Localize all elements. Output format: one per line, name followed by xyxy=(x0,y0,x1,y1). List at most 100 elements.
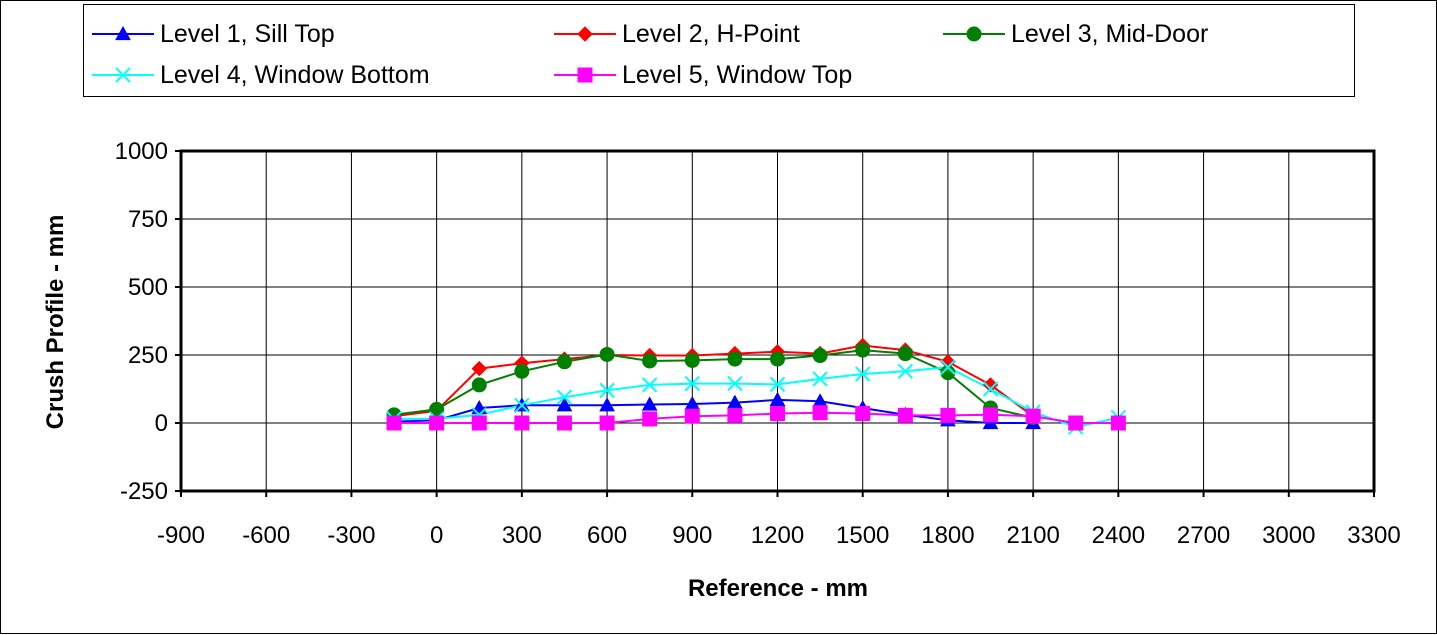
data-point-4 xyxy=(812,371,828,387)
data-point-3 xyxy=(770,351,785,367)
data-point-5 xyxy=(1025,408,1041,424)
grid-lines xyxy=(181,151,1374,491)
series-lines xyxy=(393,344,1119,429)
series-line-3 xyxy=(393,349,1034,419)
series-markers xyxy=(386,337,1127,435)
legend-label: Level 3, Mid-Door xyxy=(1011,19,1209,48)
data-point-4 xyxy=(556,389,573,405)
legend: Level 1, Sill Top Level 2, H-Point Level 3… xyxy=(83,4,1355,97)
legend-item-1: Level 1, Sill Top xyxy=(90,16,335,52)
data-point-5 xyxy=(940,407,956,423)
data-point-4 xyxy=(727,375,743,392)
x-tick-label: 1500 xyxy=(836,522,889,549)
data-point-3 xyxy=(812,348,828,364)
x-tick-label: 3000 xyxy=(1262,522,1315,549)
data-point-5 xyxy=(386,415,402,431)
legend-label: Level 5, Window Top xyxy=(622,60,853,89)
y-tick-label: 500 xyxy=(128,274,168,301)
legend-marker xyxy=(966,26,982,42)
data-point-4 xyxy=(684,375,700,392)
data-point-5 xyxy=(855,405,871,421)
legend-label: Level 2, H-Point xyxy=(622,19,800,48)
data-point-5 xyxy=(983,407,999,423)
x-tick-label: 2400 xyxy=(1092,522,1145,549)
x-tick-label: 900 xyxy=(672,522,712,549)
y-tick-label: 750 xyxy=(128,206,168,233)
data-point-4 xyxy=(599,382,615,399)
x-tick-label: 0 xyxy=(430,522,443,549)
x-tick-label: 600 xyxy=(587,522,627,549)
data-point-4 xyxy=(769,376,786,393)
data-point-3 xyxy=(471,377,487,393)
y-tick-label: 0 xyxy=(155,410,168,437)
x-tick-label: 2100 xyxy=(1006,522,1059,549)
data-point-5 xyxy=(727,407,743,423)
data-point-5 xyxy=(429,415,445,431)
axes: -900 -600 -300 0 300 600 900 1200 1500 1800 2100 24… xyxy=(115,138,1401,549)
legend-item-4: Level 4, Window Bottom xyxy=(90,57,430,93)
data-point-3 xyxy=(514,363,530,379)
y-tick-label: 250 xyxy=(128,342,168,369)
data-point-1 xyxy=(599,397,615,412)
x-tick-label: -900 xyxy=(157,522,205,549)
data-point-4 xyxy=(641,377,658,393)
data-point-3 xyxy=(897,346,913,362)
data-point-1 xyxy=(641,396,658,411)
legend-sample-3 xyxy=(943,26,1005,42)
data-point-4 xyxy=(940,359,956,375)
data-point-5 xyxy=(812,405,828,421)
data-point-3 xyxy=(599,346,615,362)
data-point-2 xyxy=(471,360,487,377)
y-tick-label: 1000 xyxy=(115,138,168,165)
legend-label: Level 4, Window Bottom xyxy=(160,60,430,89)
data-point-3 xyxy=(642,353,658,369)
data-point-3 xyxy=(855,342,871,358)
x-tick-label: -300 xyxy=(327,522,375,549)
series-line-4 xyxy=(394,366,1119,429)
x-tick-label: 3300 xyxy=(1347,522,1400,549)
legend-item-2: Level 2, H-Point xyxy=(552,16,800,52)
x-tick-label: 2700 xyxy=(1177,522,1230,549)
data-point-1 xyxy=(556,397,573,412)
y-tick-label: -250 xyxy=(120,478,168,505)
x-tick-label: 1200 xyxy=(751,522,804,549)
data-point-5 xyxy=(599,415,615,431)
data-point-1 xyxy=(769,391,786,406)
data-point-5 xyxy=(556,415,572,431)
x-tick-label: -600 xyxy=(242,522,290,549)
data-point-4 xyxy=(855,366,871,382)
y-axis-title: Crush Profile - mm xyxy=(42,215,69,430)
series-line-5 xyxy=(394,411,1119,424)
x-tick-label: 1800 xyxy=(921,522,974,549)
legend-sample-2 xyxy=(554,26,616,42)
x-tick-label: 300 xyxy=(502,522,542,549)
data-point-3 xyxy=(556,354,572,370)
data-point-5 xyxy=(1068,415,1084,431)
data-point-2 xyxy=(982,377,999,393)
data-point-5 xyxy=(684,408,700,424)
legend-marker xyxy=(115,67,131,83)
data-point-5 xyxy=(471,415,487,431)
legend-sample-1 xyxy=(92,25,154,41)
data-point-5 xyxy=(770,405,785,421)
legend-label: Level 1, Sill Top xyxy=(160,19,335,48)
legend-sample-5 xyxy=(554,67,616,83)
series-line-1 xyxy=(393,398,1034,424)
data-point-4 xyxy=(897,363,914,380)
data-point-5 xyxy=(897,407,913,423)
series-line-2 xyxy=(393,344,1034,418)
x-axis-title: Reference - mm xyxy=(688,575,868,602)
legend-marker xyxy=(577,26,593,42)
data-point-4 xyxy=(514,397,530,414)
legend-sample-4 xyxy=(92,67,154,83)
data-point-3 xyxy=(940,365,956,381)
legend-marker xyxy=(115,25,131,41)
data-point-3 xyxy=(727,351,743,367)
data-point-4 xyxy=(982,381,999,397)
data-point-3 xyxy=(684,352,700,368)
data-point-5 xyxy=(642,411,658,427)
legend-item-3: Level 3, Mid-Door xyxy=(941,16,1208,52)
legend-marker xyxy=(577,67,593,83)
